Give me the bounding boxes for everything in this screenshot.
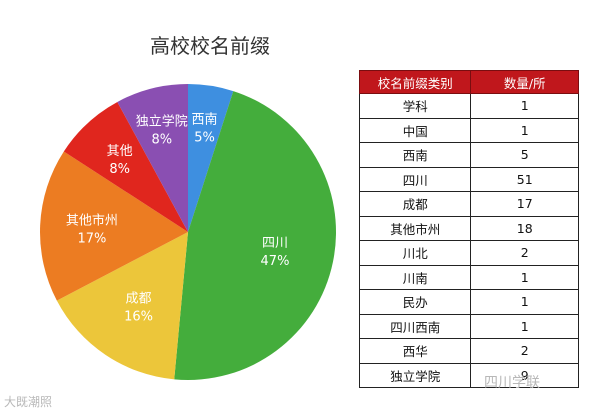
table-cell-category: 中国 xyxy=(358,117,472,143)
table-row: 川南 1 xyxy=(358,264,579,290)
slice-label-percent: 17% xyxy=(77,232,106,247)
table-row: 学科 1 xyxy=(358,93,579,119)
pie-slice xyxy=(40,151,188,301)
table-cell-count: 5 xyxy=(470,142,579,168)
table-cell-count: 1 xyxy=(470,117,579,143)
table-row: 成都 17 xyxy=(358,191,579,217)
table-cell-category: 独立学院 xyxy=(358,362,472,388)
watermark-left: 大既潮照 xyxy=(4,395,53,409)
table-cell-count: 9 xyxy=(470,362,579,388)
table-cell-category: 川南 xyxy=(358,264,472,290)
table-cell-category: 民办 xyxy=(358,289,472,315)
table-cell-category: 学科 xyxy=(358,93,472,119)
slice-label-percent: 16% xyxy=(124,310,153,325)
slice-label-percent: 5% xyxy=(194,131,215,146)
table-cell-count: 2 xyxy=(470,338,579,364)
table-cell-category: 西华 xyxy=(358,338,472,364)
column-header-category: 校名前缀类别 xyxy=(358,70,472,94)
slice-label-name: 成都 xyxy=(126,292,152,307)
table-cell-category: 成都 xyxy=(358,191,472,217)
table-cell-count: 1 xyxy=(470,289,579,315)
slice-label-name: 其他市州 xyxy=(66,213,118,229)
table-cell-count: 1 xyxy=(470,313,579,339)
table-header-row: 校名前缀类别 数量/所 xyxy=(358,70,579,94)
column-header-count: 数量/所 xyxy=(470,70,579,94)
table-row: 中国 1 xyxy=(358,117,579,143)
slice-label-percent: 8% xyxy=(109,162,130,177)
slice-label-name: 西南 xyxy=(191,112,217,128)
table-row: 四川 51 xyxy=(358,166,579,192)
slice-label-percent: 8% xyxy=(151,133,172,148)
table-row: 民办 1 xyxy=(358,289,579,315)
table-cell-count: 1 xyxy=(470,93,579,119)
pie-slice xyxy=(63,101,188,233)
table-row: 西华 2 xyxy=(358,338,579,364)
table-row: 西南 5 xyxy=(358,142,579,168)
table-row: 独立学院 9 xyxy=(358,362,579,388)
pie-slice xyxy=(117,84,188,232)
table-cell-category: 四川西南 xyxy=(358,313,472,339)
data-table: 校名前缀类别 数量/所 学科 1 中国 1 西南 5 四川 51 成都 17 其他市州 18 川北 2 川南… xyxy=(358,70,579,388)
table-cell-category: 四川 xyxy=(358,166,472,192)
slice-label-name: 其他 xyxy=(107,144,133,159)
table-cell-count: 18 xyxy=(470,215,579,241)
watermark-right: 四川学联 xyxy=(484,375,540,391)
table-cell-category: 其他市州 xyxy=(358,215,472,241)
pie-slice xyxy=(188,84,234,232)
table-cell-count: 51 xyxy=(470,166,579,192)
table-cell-category: 川北 xyxy=(358,240,472,266)
pie-slice xyxy=(56,232,189,380)
table-cell-count: 2 xyxy=(470,240,579,266)
slice-label-percent: 47% xyxy=(261,254,290,269)
table-row: 四川西南 1 xyxy=(358,313,579,339)
chart-title: 高校校名前缀 xyxy=(150,34,270,58)
table-cell-category: 西南 xyxy=(358,142,472,168)
table-body: 学科 1 中国 1 西南 5 四川 51 成都 17 其他市州 18 川北 2 川南 1 民办 1 四川西南 1 西华 2… xyxy=(358,93,579,388)
table-row: 其他市州 18 xyxy=(358,215,579,241)
slice-label-name: 四川 xyxy=(262,236,288,251)
table-cell-count: 1 xyxy=(470,264,579,290)
pie-slice xyxy=(174,91,336,381)
slice-label-name: 独立学院 xyxy=(136,114,188,130)
table-cell-count: 17 xyxy=(470,191,579,217)
table-row: 川北 2 xyxy=(358,240,579,266)
